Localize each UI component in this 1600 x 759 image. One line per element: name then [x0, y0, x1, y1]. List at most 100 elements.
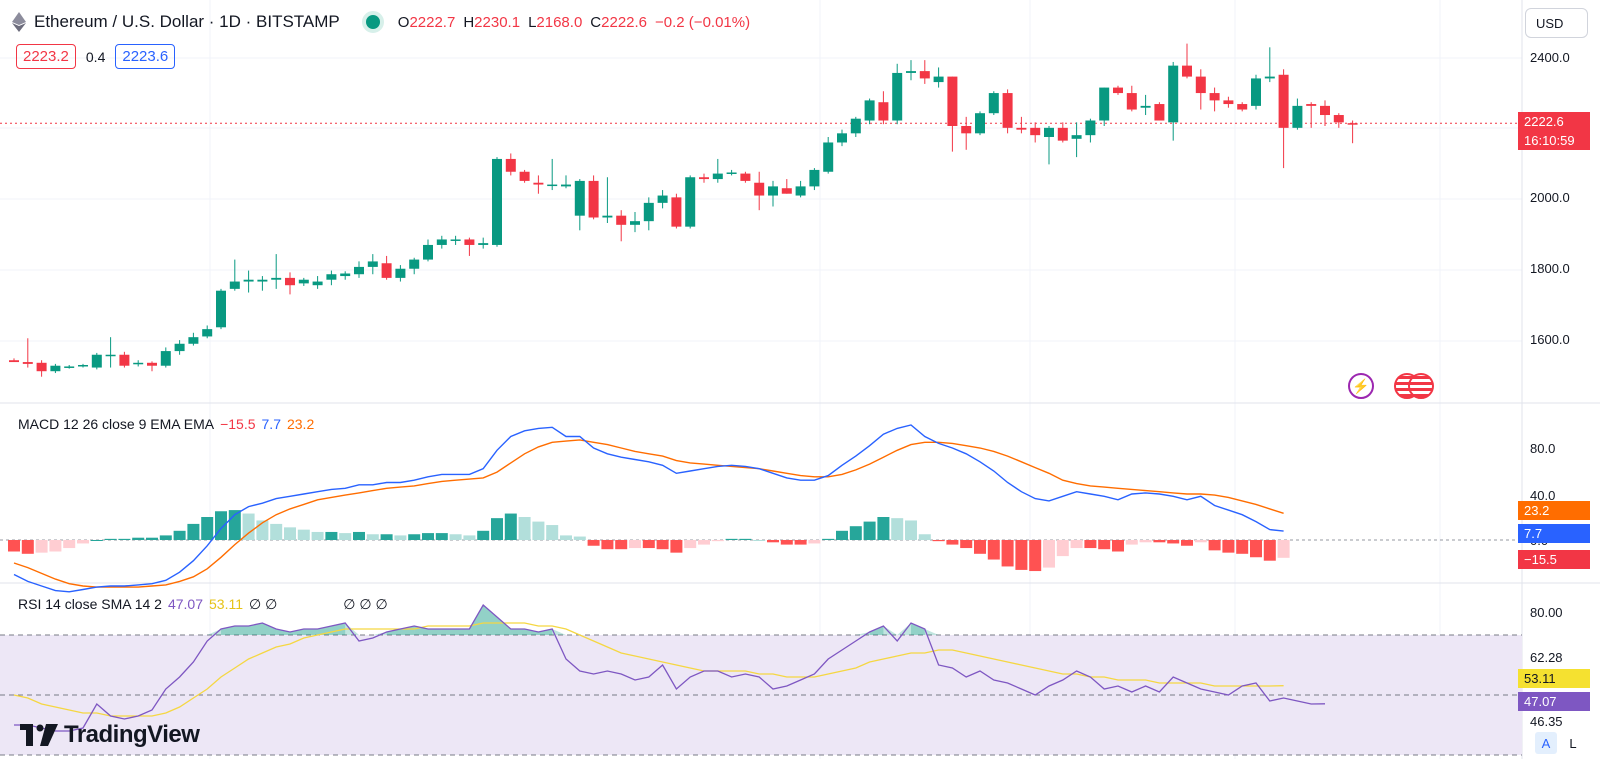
auto-scale-button[interactable]: A	[1535, 732, 1557, 754]
macd-histogram-bar	[1015, 540, 1028, 570]
macd-histogram-bar	[201, 517, 214, 540]
candle-body	[243, 279, 254, 282]
macd-histogram-bar	[587, 540, 600, 546]
candle-body	[271, 277, 282, 280]
rsi-overbought-fill	[400, 626, 428, 635]
candle-body	[229, 281, 240, 289]
high-value: 2230.1	[474, 13, 521, 31]
tradingview-logo-icon	[20, 724, 58, 746]
candle-body	[1264, 76, 1275, 79]
rsi-overbought-fill	[248, 623, 277, 635]
rsi-overbought-fill	[221, 626, 249, 635]
macd-histogram-bar	[422, 533, 434, 540]
candle-body	[657, 195, 668, 203]
macd-histogram-bar	[601, 540, 614, 550]
candle-body	[174, 343, 185, 352]
sell-price-button[interactable]: 2223.2	[16, 44, 76, 69]
candle-body	[326, 274, 337, 280]
macd-histogram-bar	[408, 534, 421, 540]
rsi-extra-values: ∅ ∅	[249, 596, 278, 612]
candle-body	[630, 221, 640, 225]
candle-body	[492, 158, 502, 245]
candle-body	[1237, 104, 1248, 110]
open-value: 2222.7	[409, 13, 456, 31]
candle-body	[837, 133, 847, 143]
macd-histogram-bar	[1236, 540, 1249, 554]
rsi-overbought-fill	[207, 626, 235, 635]
candle-body	[312, 281, 323, 286]
macd-histogram-bar	[366, 534, 379, 540]
buy-price-button[interactable]: 2223.6	[115, 44, 176, 69]
macd-histogram-bar	[1153, 540, 1166, 543]
macd-histogram-bar	[1208, 540, 1221, 551]
rsi-overbought-fill	[441, 629, 470, 635]
candle-body	[160, 351, 171, 366]
candle-body	[740, 173, 751, 181]
candle-body	[1002, 93, 1013, 128]
candle-body	[768, 186, 778, 196]
candle-body	[1044, 127, 1054, 137]
macd-histogram-bar	[698, 540, 710, 545]
candle-body	[478, 243, 489, 245]
rsi-overbought-fill	[414, 626, 442, 635]
macd-histogram-bar	[1112, 540, 1124, 552]
macd-histogram-bar	[794, 540, 807, 545]
macd-histogram-bar	[173, 530, 186, 540]
macd-histogram-bar	[504, 513, 517, 540]
price-axis-label: 2400.0	[1530, 50, 1570, 65]
change-value: −0.2 (−0.01%)	[655, 13, 751, 31]
candle-body	[643, 202, 654, 222]
log-scale-button[interactable]: L	[1569, 735, 1577, 751]
candle-body	[450, 239, 461, 241]
trade-buttons: 2223.2 0.4 2223.6	[16, 44, 176, 69]
candle-body	[781, 188, 792, 194]
candle-body	[285, 277, 295, 286]
macd-histogram-bar	[8, 540, 20, 552]
candle-body	[78, 364, 88, 367]
macd-histogram-bar	[1084, 540, 1097, 549]
macd-histogram-bar	[159, 535, 172, 540]
us-flag-event-icon[interactable]	[1408, 373, 1434, 399]
rsi-sma-tag: 53.11	[1518, 669, 1590, 688]
symbol-title[interactable]: Ethereum / U.S. Dollar · 1D · BITSTAMP	[34, 12, 340, 31]
macd-histogram-bar	[491, 518, 503, 540]
macd-histogram-bar	[353, 531, 365, 540]
candle-body	[1099, 87, 1110, 121]
candle-body	[685, 177, 696, 227]
macd-legend[interactable]: MACD 12 26 close 9 EMA EMA −15.5 7.7 23.…	[18, 416, 314, 432]
lightning-event-icon[interactable]: ⚡	[1348, 373, 1374, 399]
candle-body	[436, 239, 447, 245]
close-label: C	[590, 13, 602, 31]
currency-selector[interactable]: USD	[1525, 8, 1588, 38]
rsi-overbought-fill	[483, 605, 511, 635]
rsi-legend[interactable]: RSI 14 close SMA 14 2 47.07 53.11 ∅ ∅ ∅ …	[18, 596, 388, 613]
candle-body	[202, 329, 213, 337]
macd-histogram-bar	[1222, 540, 1235, 553]
candle-body	[699, 177, 709, 180]
candle-body	[1251, 78, 1261, 106]
candle-body	[1154, 104, 1165, 121]
candle-body	[464, 239, 475, 245]
tradingview-logo[interactable]: TradingView	[20, 721, 200, 749]
candle-body	[1195, 76, 1206, 94]
macd-histogram-bar	[463, 535, 476, 540]
macd-histogram-bar	[1194, 540, 1207, 543]
macd-histogram-bar	[77, 540, 89, 544]
candle-body	[561, 184, 571, 187]
spread-value: 0.4	[85, 48, 106, 65]
macd-histogram-bar	[546, 525, 559, 540]
macd-histogram-bar	[311, 531, 324, 540]
candle-body	[533, 182, 544, 185]
candle-body	[216, 290, 226, 328]
candle-body	[947, 76, 958, 127]
candle-body	[257, 279, 268, 282]
macd-histogram-bar	[435, 533, 448, 540]
rsi-line	[14, 603, 1326, 732]
macd-histogram-bar	[560, 535, 572, 540]
candle-body	[795, 186, 806, 196]
candle-body	[1306, 104, 1317, 106]
macd-histogram-bar	[836, 530, 848, 540]
candle-body	[823, 142, 834, 172]
tradingview-logo-text: TradingView	[64, 721, 200, 748]
